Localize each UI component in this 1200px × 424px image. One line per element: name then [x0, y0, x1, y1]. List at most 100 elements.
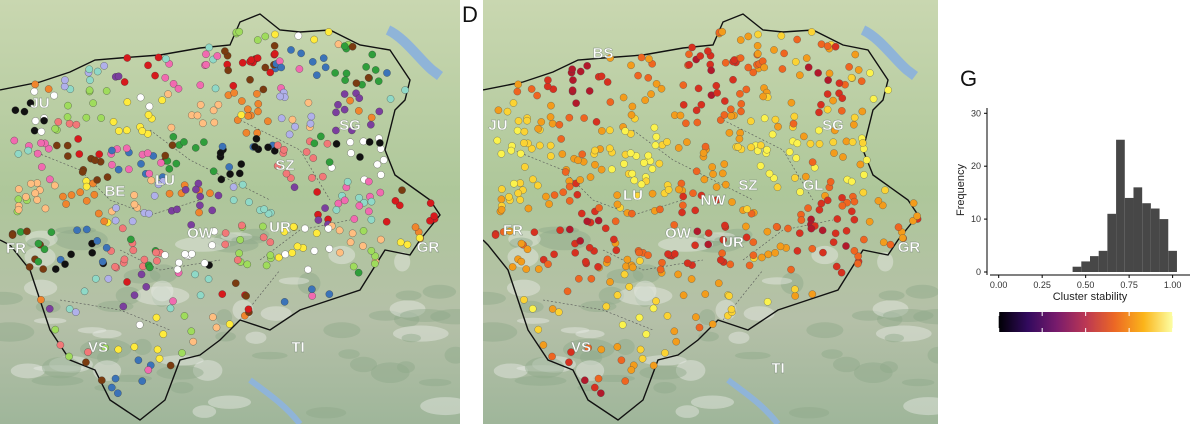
stability-point: [697, 191, 706, 200]
stability-point: [742, 233, 751, 242]
stability-point: [747, 117, 755, 125]
stability-point: [620, 160, 628, 168]
stability-point: [817, 101, 825, 109]
cluster-point: [355, 107, 363, 115]
cluster-point: [93, 176, 101, 184]
cluster-point: [233, 116, 242, 124]
cluster-point: [365, 138, 374, 146]
cluster-point: [332, 140, 341, 148]
cluster-point: [191, 270, 199, 279]
cluster-point: [41, 204, 50, 213]
cluster-point: [173, 265, 182, 274]
cluster-point: [380, 156, 388, 164]
cluster-point: [324, 224, 333, 233]
relief-patch: [734, 351, 771, 360]
histogram-bar: [1098, 250, 1108, 272]
cluster-point: [119, 302, 128, 311]
cluster-point: [364, 74, 373, 82]
cluster-point: [138, 127, 146, 135]
stability-point: [874, 197, 883, 205]
stability-point: [636, 345, 645, 354]
cluster-point: [72, 120, 81, 129]
cluster-point: [365, 177, 373, 186]
cluster-point: [155, 354, 164, 363]
relief-patch: [905, 284, 938, 299]
cluster-point: [340, 196, 349, 205]
cluster-point: [76, 188, 84, 197]
stability-point: [763, 145, 771, 154]
stability-point: [648, 189, 657, 198]
stability-point: [721, 221, 729, 230]
stability-point: [730, 56, 739, 64]
stability-point: [857, 77, 866, 85]
stability-point: [829, 238, 838, 246]
cluster-point: [31, 117, 40, 125]
relief-patch: [690, 237, 742, 253]
cluster-point: [137, 160, 145, 168]
relief-patch: [635, 286, 655, 307]
relief-patch: [245, 331, 267, 344]
stability-point: [557, 135, 565, 143]
stability-point: [529, 175, 537, 184]
cluster-point: [200, 138, 208, 146]
cluster-point: [128, 217, 137, 226]
stability-point: [644, 74, 652, 82]
stability-point: [743, 205, 751, 213]
cluster-point: [274, 141, 282, 150]
stability-point: [670, 221, 678, 229]
cluster-point: [137, 270, 146, 279]
stability-point: [510, 179, 518, 188]
cluster-point: [266, 68, 274, 77]
y-tick-label: 30: [971, 108, 981, 118]
stability-point: [884, 86, 892, 94]
cluster-point: [82, 197, 91, 205]
stability-point: [524, 204, 533, 213]
relief-patch: [598, 286, 624, 305]
relief-patch: [877, 252, 894, 272]
stability-point: [850, 113, 859, 122]
x-tick-label: 0.50: [1077, 280, 1095, 290]
cluster-point: [309, 58, 317, 66]
cluster-point: [208, 206, 216, 215]
cluster-point: [276, 92, 284, 101]
relief-patch: [632, 264, 661, 284]
stability-point: [691, 241, 699, 250]
stability-point: [687, 275, 696, 283]
stability-point: [898, 234, 907, 242]
stability-point: [491, 231, 500, 239]
cluster-point: [225, 163, 233, 171]
relief-patch: [323, 322, 361, 339]
stability-point: [737, 100, 746, 108]
relief-patch: [639, 365, 687, 380]
cluster-point: [47, 228, 56, 236]
cluster-point: [310, 247, 319, 255]
stability-point: [693, 118, 702, 127]
cluster-point: [63, 141, 72, 150]
stability-point: [789, 119, 798, 128]
cluster-point: [352, 79, 361, 87]
cluster-point: [334, 101, 342, 109]
cluster-point: [382, 218, 391, 226]
stability-point: [790, 112, 799, 121]
stability-point: [606, 278, 614, 286]
stability-point: [800, 132, 808, 141]
stability-point: [563, 287, 572, 296]
cluster-point: [90, 191, 99, 199]
cluster-point: [362, 63, 370, 71]
x-tick-label: 1.00: [1164, 280, 1182, 290]
relief-patch: [134, 286, 190, 306]
cluster-point: [262, 261, 271, 270]
cluster-point: [26, 99, 35, 107]
stability-point: [585, 243, 594, 252]
canton-label-lu: LU: [155, 172, 175, 189]
cluster-point: [348, 229, 357, 238]
stability-point: [858, 107, 867, 116]
canton-label-lu: LU: [623, 187, 643, 204]
cluster-point: [63, 113, 72, 121]
histogram-bar: [1081, 261, 1090, 272]
cluster-point: [335, 226, 344, 235]
cluster-point: [123, 278, 131, 286]
stability-point: [652, 297, 660, 305]
stability-point: [721, 59, 730, 67]
cluster-point: [332, 108, 340, 117]
